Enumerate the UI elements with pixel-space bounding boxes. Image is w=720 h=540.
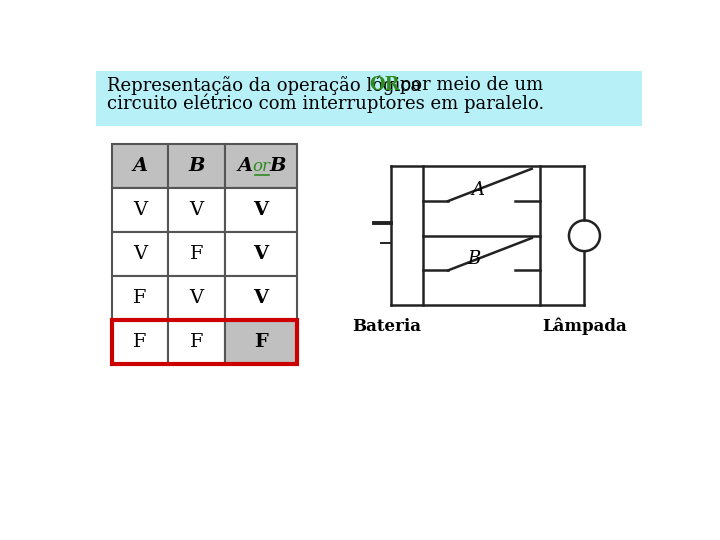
- Bar: [225, 188, 297, 232]
- Text: F: F: [254, 333, 268, 350]
- Text: A: A: [132, 157, 148, 175]
- Text: OR: OR: [369, 76, 400, 94]
- Text: Lâmpada: Lâmpada: [542, 318, 627, 335]
- Bar: [112, 188, 168, 232]
- Text: A: A: [238, 157, 253, 175]
- Text: circuito elétrico com interruptores em paralelo.: circuito elétrico com interruptores em p…: [107, 93, 544, 113]
- Text: or: or: [253, 158, 271, 174]
- Bar: [168, 144, 225, 188]
- Text: V: V: [133, 245, 147, 263]
- Bar: [168, 188, 225, 232]
- Text: por meio de um: por meio de um: [394, 76, 543, 94]
- Bar: [225, 232, 297, 276]
- Text: B: B: [467, 250, 480, 268]
- Text: V: V: [253, 201, 269, 219]
- Bar: [112, 320, 297, 363]
- Text: A: A: [471, 180, 484, 199]
- Text: F: F: [190, 333, 203, 350]
- Text: V: V: [189, 201, 204, 219]
- Text: Representação da operação lógica: Representação da operação lógica: [107, 75, 427, 94]
- Bar: [96, 71, 642, 126]
- Text: V: V: [133, 201, 147, 219]
- Text: F: F: [133, 289, 147, 307]
- Bar: [168, 320, 225, 363]
- Bar: [225, 320, 297, 363]
- Text: B: B: [189, 157, 204, 175]
- Text: V: V: [189, 289, 204, 307]
- Bar: [112, 232, 168, 276]
- Bar: [112, 276, 168, 320]
- Text: F: F: [190, 245, 203, 263]
- Bar: [112, 320, 168, 363]
- Bar: [168, 232, 225, 276]
- Text: V: V: [253, 245, 269, 263]
- Text: F: F: [133, 333, 147, 350]
- Bar: [225, 144, 297, 188]
- Bar: [225, 276, 297, 320]
- Bar: [112, 144, 168, 188]
- Text: Bateria: Bateria: [352, 318, 421, 335]
- Bar: [168, 276, 225, 320]
- Text: B: B: [270, 157, 286, 175]
- Text: V: V: [253, 289, 269, 307]
